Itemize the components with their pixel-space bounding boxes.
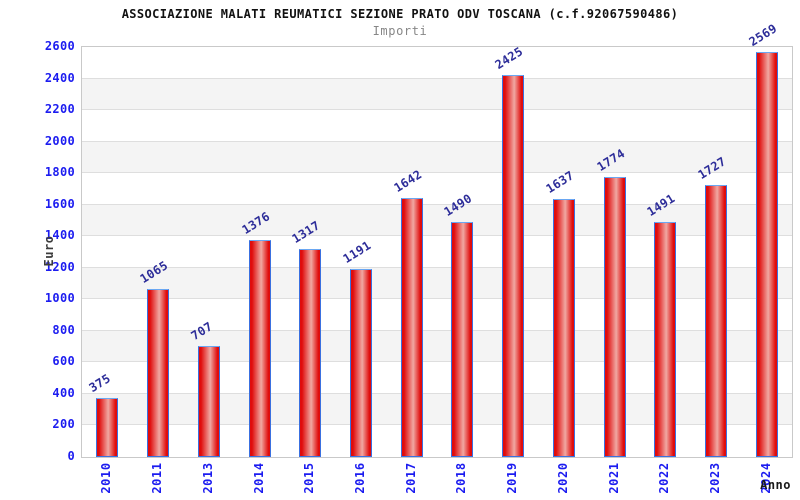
y-tick-label: 2200 [44,102,75,117]
x-tick-label: 2021 [606,462,621,494]
x-tick-label: 2010 [99,462,114,494]
y-axis-tick-labels: 0 200 400 600 800 1000 1200 1400 1600 1800 2000 220… [0,39,75,463]
chart-title: ASSOCIAZIONE MALATI REUMATICI SEZIONE PR… [121,7,679,21]
plot-band [82,330,792,363]
y-tick-label: 0 [67,449,75,463]
gridline [82,109,792,111]
plot-band [82,204,792,237]
gridline [82,329,792,331]
gridline [82,392,792,394]
plot-band [82,78,792,111]
x-tick-label: 2020 [555,462,570,494]
x-tick-label: 2018 [454,462,469,494]
bar-2016 [349,269,372,457]
x-axis-title: Anno [760,478,791,492]
plot-band [82,236,792,268]
y-axis-title: Euro [42,235,56,267]
x-tick-label: 2013 [200,462,215,494]
y-tick-label: 1800 [44,165,75,180]
bar-2021 [603,177,626,457]
gridline [82,140,792,142]
gridline [82,361,792,363]
gridline [82,298,792,300]
y-tick-label: 2600 [44,39,75,53]
plot-band [82,362,792,394]
plot-band [82,47,792,79]
gridline [82,203,792,205]
y-tick-label: 800 [52,322,75,337]
y-tick-label: 2000 [44,133,75,148]
y-tick-label: 2400 [44,70,75,85]
x-tick-label: 2015 [302,462,317,494]
plot-band [82,267,792,300]
y-tick-label: 200 [52,417,75,432]
x-tick-label: 2014 [251,462,266,494]
y-tick-label: 1400 [44,228,75,243]
plot-band [82,141,792,174]
x-tick-label: 2022 [657,462,672,494]
y-tick-label: 600 [52,354,75,369]
bar-2017 [400,198,423,457]
gridline [82,77,792,79]
gridline [82,172,792,174]
bar-2015 [299,249,322,457]
y-tick-label: 400 [52,385,75,400]
plot-band [82,110,792,142]
plot-band [82,299,792,331]
x-tick-label: 2023 [707,462,722,494]
bar-2023 [704,184,727,457]
bar-2013 [197,345,220,457]
y-tick-label: 1000 [44,291,75,306]
plot-band [82,425,792,457]
bar-2018 [451,222,474,457]
bar-2022 [654,221,677,457]
y-tick-label: 1600 [44,196,75,211]
bar-2011 [147,289,170,457]
gridline [82,266,792,268]
bar-2010 [96,397,119,457]
y-tick-label: 1200 [44,259,75,274]
plot-area: 375 1065 707 1376 1317 1191 1642 1490 2425 1637 17… [81,21,793,458]
chart-subtitle: Importi [372,24,428,38]
gridline [82,424,792,426]
x-tick-label: 2016 [352,462,367,494]
bar-2024 [755,51,778,457]
x-tick-label: 2019 [505,462,520,494]
x-tick-label: 2011 [150,462,165,494]
plot-band [82,173,792,205]
bar-2014 [248,240,271,457]
plot-band [82,393,792,426]
x-tick-label: 2017 [403,462,418,494]
bar-2020 [552,198,575,457]
bar-2019 [502,74,525,457]
gridline [82,235,792,237]
